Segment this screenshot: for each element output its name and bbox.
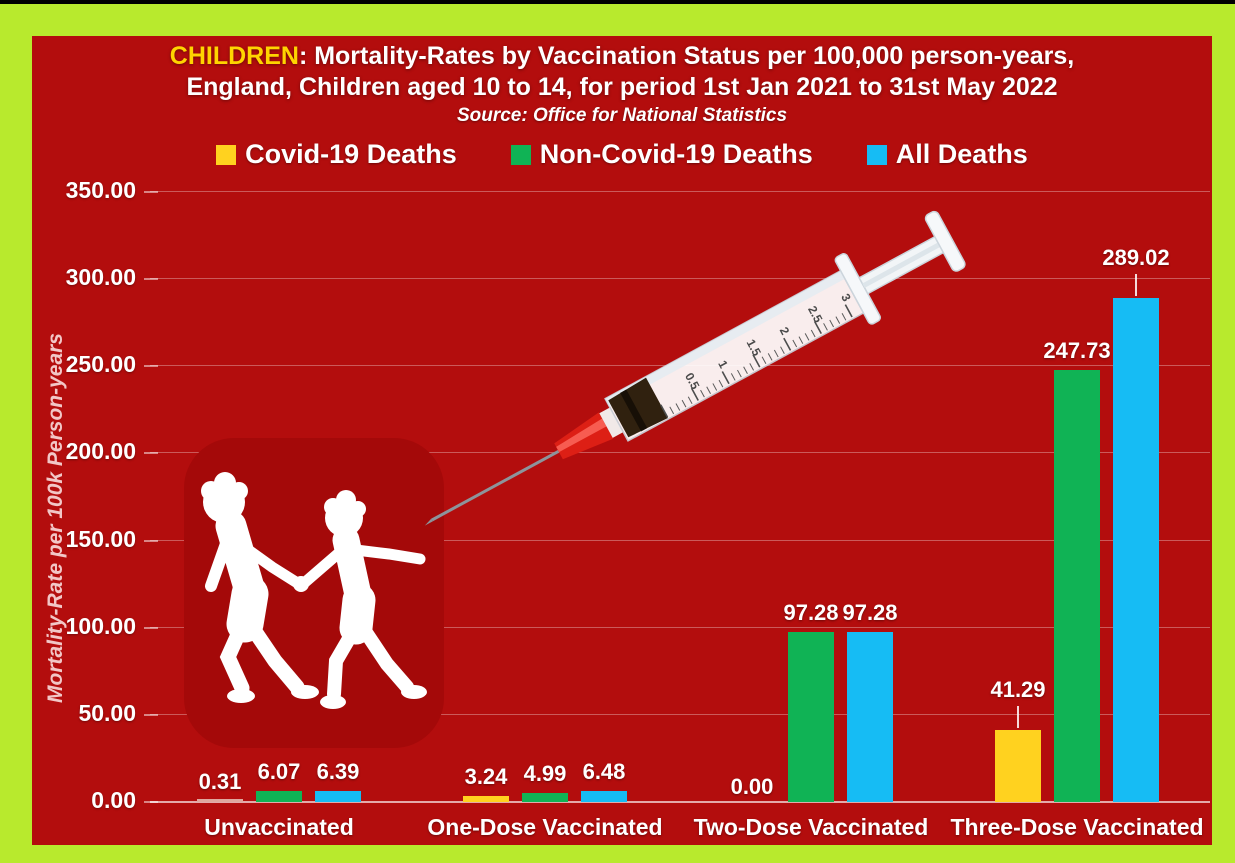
source-note: Source: Office for National Statistics — [456, 105, 788, 126]
legend-label: All Deaths — [895, 139, 1028, 169]
title-block: CHILDREN: Mortality-Rates by Vaccination… — [32, 41, 1212, 129]
legend-item-0: Covid-19 Deaths — [216, 139, 457, 170]
category-label-unvaccinated: Unvaccinated — [204, 814, 354, 840]
value-label-noncovid19-one-dose: 4.99 — [523, 761, 567, 787]
title-line1-rest: : Mortality-Rates by Vaccination Status … — [298, 42, 1075, 70]
value-label-noncovid19-unvaccinated: 6.07 — [257, 759, 301, 785]
label-leader-line — [1017, 706, 1019, 729]
y-tick-label-0: 0.00 — [91, 787, 136, 813]
value-label-covid19-one-dose: 3.24 — [464, 764, 508, 790]
bar-all-two-dose — [847, 632, 893, 802]
gridline-250 — [150, 365, 1210, 367]
bar-all-one-dose — [581, 790, 627, 802]
y-tick-mark — [144, 365, 158, 368]
value-label-all-two-dose: 97.28 — [842, 600, 898, 626]
value-label-covid19-unvaccinated: 0.31 — [198, 769, 242, 795]
y-tick-label-200: 200.00 — [65, 438, 136, 465]
gridline-100 — [150, 626, 1210, 628]
y-tick-mark — [144, 801, 158, 803]
value-label-all-one-dose: 6.48 — [582, 758, 626, 784]
title-highlight: CHILDREN — [169, 42, 299, 70]
chart-title-line1: CHILDREN: Mortality-Rates by Vaccination… — [32, 41, 1212, 72]
gridline-50 — [150, 713, 1210, 715]
chart-canvas: CHILDREN: Mortality-Rates by Vaccination… — [32, 36, 1212, 845]
bar-noncovid19-unvaccinated — [256, 791, 302, 802]
children-silhouette-panel — [184, 438, 444, 748]
y-tick-mark — [144, 452, 158, 455]
gridline-300 — [150, 278, 1210, 280]
bar-covid19-unvaccinated — [197, 799, 243, 802]
bar-all-three-dose — [1113, 298, 1159, 802]
bar-noncovid19-three-dose — [1054, 370, 1100, 802]
y-tick-mark — [144, 539, 158, 542]
value-label-all-unvaccinated: 6.39 — [316, 758, 360, 784]
x-axis-line — [150, 801, 1210, 803]
y-tick-mark — [144, 191, 158, 193]
y-tick-mark — [144, 713, 158, 716]
value-label-noncovid19-two-dose: 97.28 — [783, 600, 839, 626]
value-label-all-three-dose: 289.02 — [1102, 245, 1170, 271]
top-black-strip — [0, 0, 1235, 4]
legend-swatch-icon — [866, 144, 887, 165]
category-label-three-dose: Three-Dose Vaccinated — [950, 814, 1204, 840]
legend-item-1: Non-Covid-19 Deaths — [510, 139, 813, 170]
legend-swatch-icon — [510, 144, 531, 165]
y-tick-label-150: 150.00 — [65, 525, 136, 552]
y-tick-label-250: 250.00 — [65, 351, 136, 378]
legend-label: Non-Covid-19 Deaths — [539, 139, 813, 169]
chart-title-line2: England, Children aged 10 to 14, for per… — [186, 73, 1058, 101]
value-label-covid19-two-dose: 0.00 — [730, 774, 774, 799]
gridline-150 — [150, 539, 1210, 541]
label-leader-line — [1135, 274, 1137, 297]
plot-area: 0.31 3.24 0.00 41.29 6.07 4.99 97.28 247.73 6.39… — [150, 191, 1210, 803]
y-tick-label-100: 100.00 — [65, 612, 136, 639]
gridline-200 — [150, 452, 1210, 454]
y-tick-label-50: 50.00 — [78, 699, 136, 726]
value-label-covid19-three-dose: 41.29 — [990, 677, 1046, 703]
value-label-noncovid19-three-dose: 247.73 — [1043, 338, 1111, 364]
y-tick-mark — [144, 278, 158, 281]
legend-swatch-icon — [216, 144, 237, 165]
bar-all-unvaccinated — [315, 790, 361, 802]
category-label-one-dose: One-Dose Vaccinated — [427, 814, 663, 840]
legend-item-2: All Deaths — [866, 139, 1028, 170]
y-tick-label-350: 350.00 — [65, 177, 136, 203]
bar-covid19-one-dose — [463, 796, 509, 802]
children-running-icon — [201, 472, 427, 709]
legend: Covid-19 Deaths Non-Covid-19 Deaths All De… — [32, 139, 1212, 170]
legend-label: Covid-19 Deaths — [245, 139, 457, 169]
y-tick-mark — [144, 626, 158, 629]
bar-noncovid19-two-dose — [788, 632, 834, 802]
gridline-350 — [150, 191, 1210, 192]
y-tick-label-300: 300.00 — [65, 264, 136, 291]
category-label-two-dose: Two-Dose Vaccinated — [693, 814, 929, 840]
bar-noncovid19-one-dose — [522, 793, 568, 802]
bar-covid19-three-dose — [995, 730, 1041, 802]
